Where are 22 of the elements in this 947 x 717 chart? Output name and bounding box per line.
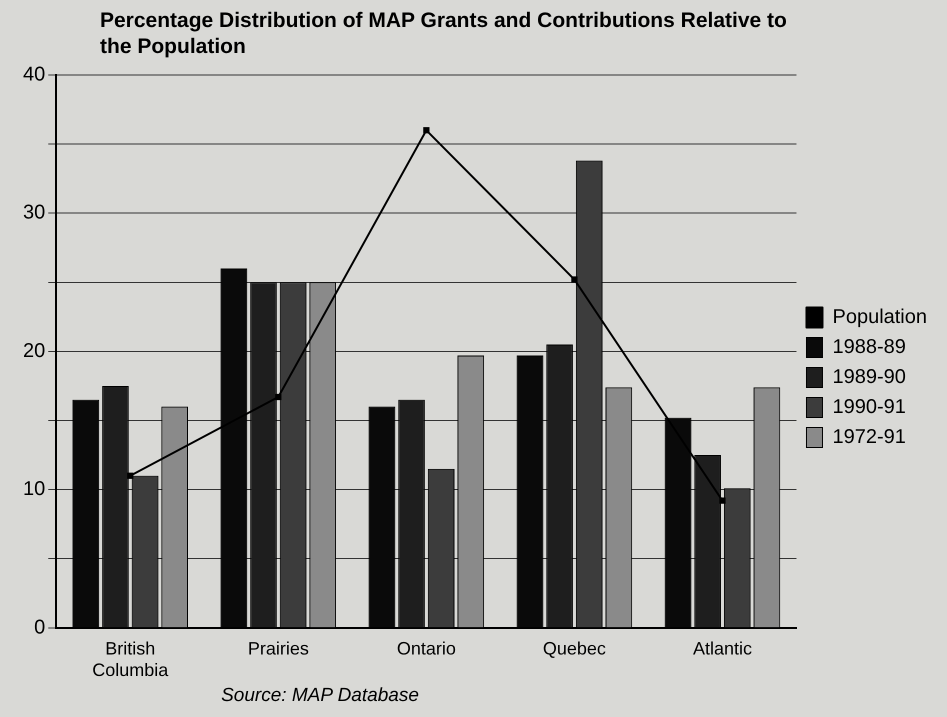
x-tick-label: Prairies xyxy=(248,638,309,659)
x-tick-label: Ontario xyxy=(396,638,456,659)
legend-label: 1989-90 xyxy=(832,366,906,388)
legend-label: 1990-91 xyxy=(832,396,906,418)
chart-title: Percentage Distribution of MAP Grants and Contributions Relative to the Population xyxy=(99,8,788,60)
point xyxy=(719,498,726,504)
point xyxy=(423,127,430,134)
y-tick-label: 20 xyxy=(22,340,46,362)
y-tick-label: 10 xyxy=(22,478,46,500)
y-tick-label: 0 xyxy=(34,616,46,638)
legend-label: 1972-91 xyxy=(832,426,906,448)
y-tick-label: 30 xyxy=(22,202,46,224)
point xyxy=(127,472,134,479)
point xyxy=(275,394,282,400)
source-note: Source: MAP Database xyxy=(220,685,420,707)
legend-label: Population xyxy=(832,306,928,328)
legend-label: 1988-89 xyxy=(832,336,906,358)
point xyxy=(571,276,578,283)
y-tick-label: 40 xyxy=(22,64,46,86)
x-tick-label: Quebec xyxy=(542,638,606,659)
x-tick-label: British Columbia xyxy=(92,638,170,680)
x-tick-label: Atlantic xyxy=(692,638,752,659)
